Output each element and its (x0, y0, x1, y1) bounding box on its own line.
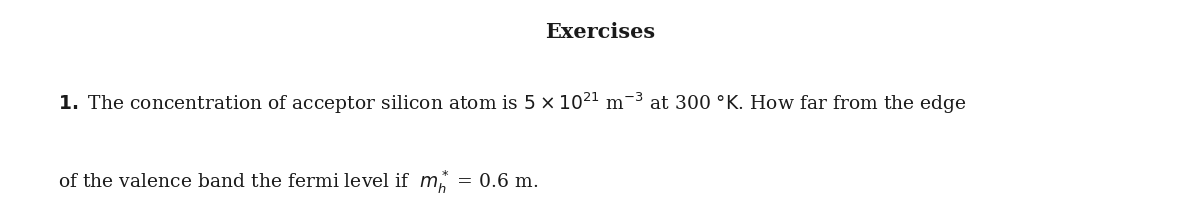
Text: of the valence band the fermi level if  $m_h^*$ = 0.6 m.: of the valence band the fermi level if $… (58, 168, 538, 195)
Text: $\bf{1.}$ The concentration of acceptor silicon atom is $5\times10^{21}$ m$^{-3}: $\bf{1.}$ The concentration of acceptor … (58, 91, 966, 116)
Text: Exercises: Exercises (545, 22, 655, 42)
